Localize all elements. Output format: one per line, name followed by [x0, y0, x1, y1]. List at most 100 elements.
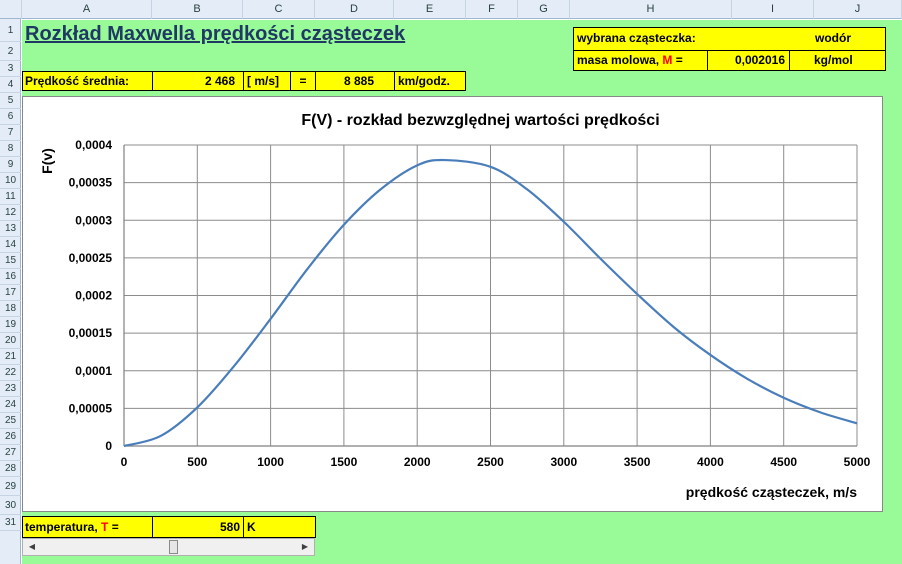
row-header-10[interactable]: 10 — [0, 173, 21, 189]
row-header-3[interactable]: 3 — [0, 61, 21, 77]
row-header-30[interactable]: 30 — [0, 496, 21, 515]
mean-speed-equals: = — [299, 74, 307, 88]
molar-mass-unit: kg/mol — [814, 53, 853, 67]
row-header-27[interactable]: 27 — [0, 445, 21, 461]
chart-svg: F(V) - rozkład bezwzględnej wartości prę… — [39, 112, 871, 500]
row-header-20[interactable]: 20 — [0, 333, 21, 349]
temperature-unit: K — [247, 520, 256, 534]
row-header-7[interactable]: 7 — [0, 125, 21, 141]
x-axis-label: prędkość cząsteczek, m/s — [686, 484, 857, 500]
x-tick-label: 3000 — [550, 455, 577, 469]
temperature-slider[interactable]: ◀ ▶ — [22, 538, 315, 556]
row-header-14[interactable]: 14 — [0, 237, 21, 253]
mean-speed-label: Prędkość średnia: — [25, 74, 130, 88]
column-header-c[interactable]: C — [243, 0, 315, 19]
particle-label-cell[interactable]: wybrana cząsteczka: — [573, 27, 809, 50]
y-tick-label: 0,00005 — [69, 401, 113, 415]
mean-speed-ms-cell[interactable]: 2 468 — [152, 71, 244, 91]
row-header-23[interactable]: 23 — [0, 381, 21, 397]
row-header-5[interactable]: 5 — [0, 93, 21, 109]
row-header-28[interactable]: 28 — [0, 461, 21, 477]
select-all-corner[interactable] — [0, 0, 22, 19]
row-header-15[interactable]: 15 — [0, 253, 21, 269]
row-header-26[interactable]: 26 — [0, 429, 21, 445]
column-header-e[interactable]: E — [394, 0, 466, 19]
mean-speed-ms-unit-cell[interactable]: [ m/s] — [243, 71, 291, 91]
column-header-i[interactable]: I — [732, 0, 814, 19]
row-header-2[interactable]: 2 — [0, 42, 21, 61]
row-header-24[interactable]: 24 — [0, 397, 21, 413]
temperature-value-cell[interactable]: 580 — [152, 516, 244, 538]
molar-mass-label-cell[interactable]: masa molowa, M = — [573, 50, 708, 71]
temperature-unit-cell[interactable]: K — [243, 516, 316, 538]
y-tick-label: 0,00025 — [69, 251, 113, 265]
row-header-18[interactable]: 18 — [0, 301, 21, 317]
row-header-9[interactable]: 9 — [0, 157, 21, 173]
row-header-25[interactable]: 25 — [0, 413, 21, 429]
molar-mass-value-cell[interactable]: 0,002016 — [707, 50, 790, 71]
row-header-19[interactable]: 19 — [0, 317, 21, 333]
x-tick-label: 2000 — [404, 455, 431, 469]
y-tick-label: 0,0002 — [75, 289, 112, 303]
particle-value-cell[interactable]: wodór — [809, 27, 886, 50]
x-tick-label: 1000 — [257, 455, 284, 469]
molar-mass-label-prefix: masa molowa, — [577, 53, 663, 67]
x-tick-label: 4500 — [770, 455, 797, 469]
row-header-29[interactable]: 29 — [0, 477, 21, 496]
column-header-g[interactable]: G — [518, 0, 570, 19]
x-tick-label: 500 — [187, 455, 207, 469]
sheet-title[interactable]: Rozkład Maxwella prędkości cząsteczek — [25, 23, 406, 45]
y-tick-label: 0,0003 — [75, 213, 112, 227]
row-header-4[interactable]: 4 — [0, 77, 21, 93]
row-headers: 1 2 3 4 5 6 7 8 9 10 11 12 13 14 15 16 17 18 19 20 21 22 23 24 2… — [0, 19, 21, 564]
row-header-31[interactable]: 31 — [0, 515, 21, 531]
chart-title: F(V) - rozkład bezwzględnej wartości prę… — [301, 112, 659, 129]
y-tick-label: 0 — [105, 439, 112, 453]
molar-mass-label-suffix: = — [672, 53, 683, 67]
molar-mass-symbol: M — [662, 53, 673, 67]
mean-speed-kmh-cell[interactable]: 8 885 — [315, 71, 395, 91]
column-header-j[interactable]: J — [814, 0, 902, 19]
slider-right-arrow-icon[interactable]: ▶ — [301, 542, 309, 551]
temperature-label-suffix: = — [108, 520, 119, 534]
row-header-22[interactable]: 22 — [0, 365, 21, 381]
row-header-13[interactable]: 13 — [0, 221, 21, 237]
row-header-16[interactable]: 16 — [0, 269, 21, 285]
maxwell-chart[interactable]: F(V) - rozkład bezwzględnej wartości prę… — [22, 96, 883, 512]
mean-speed-kmh-value: 8 885 — [343, 74, 374, 88]
molar-mass-unit-cell[interactable]: kg/mol — [789, 50, 886, 71]
row-header-1[interactable]: 1 — [0, 19, 21, 42]
series-line-maxwell — [123, 158, 858, 448]
column-header-d[interactable]: D — [315, 0, 394, 19]
column-header-b[interactable]: B — [152, 0, 243, 19]
column-header-h[interactable]: H — [570, 0, 732, 19]
slider-thumb[interactable] — [169, 540, 178, 554]
temperature-label-cell[interactable]: temperatura, T = — [22, 516, 153, 538]
mean-speed-ms-unit: [ m/s] — [247, 74, 280, 88]
y-tick-label: 0,0001 — [75, 364, 112, 378]
row-header-12[interactable]: 12 — [0, 205, 21, 221]
x-tick-label: 1500 — [331, 455, 358, 469]
column-header-a[interactable]: A — [22, 0, 152, 19]
row-header-8[interactable]: 8 — [0, 141, 21, 157]
mean-speed-equals-cell[interactable]: = — [290, 71, 316, 91]
particle-label: wybrana cząsteczka: — [577, 31, 696, 45]
slider-left-arrow-icon[interactable]: ◀ — [28, 542, 36, 551]
temperature-symbol: T — [101, 520, 109, 534]
y-tick-label: 0,00035 — [69, 176, 113, 190]
row-header-21[interactable]: 21 — [0, 349, 21, 365]
row-header-11[interactable]: 11 — [0, 189, 21, 205]
mean-speed-ms-value: 2 468 — [204, 74, 235, 88]
temperature-value: 580 — [219, 520, 240, 534]
row-header-6[interactable]: 6 — [0, 109, 21, 125]
mean-speed-label-cell[interactable]: Prędkość średnia: — [22, 71, 153, 91]
mean-speed-kmh-unit-cell[interactable]: km/godz. — [394, 71, 466, 91]
x-tick-label: 0 — [121, 455, 128, 469]
y-tick-label: 0,00015 — [69, 326, 113, 340]
row-header-17[interactable]: 17 — [0, 285, 21, 301]
column-header-f[interactable]: F — [466, 0, 518, 19]
y-tick-label: 0,0004 — [75, 138, 112, 152]
y-axis-label: F(v) — [39, 148, 55, 174]
x-tick-label: 4000 — [697, 455, 724, 469]
